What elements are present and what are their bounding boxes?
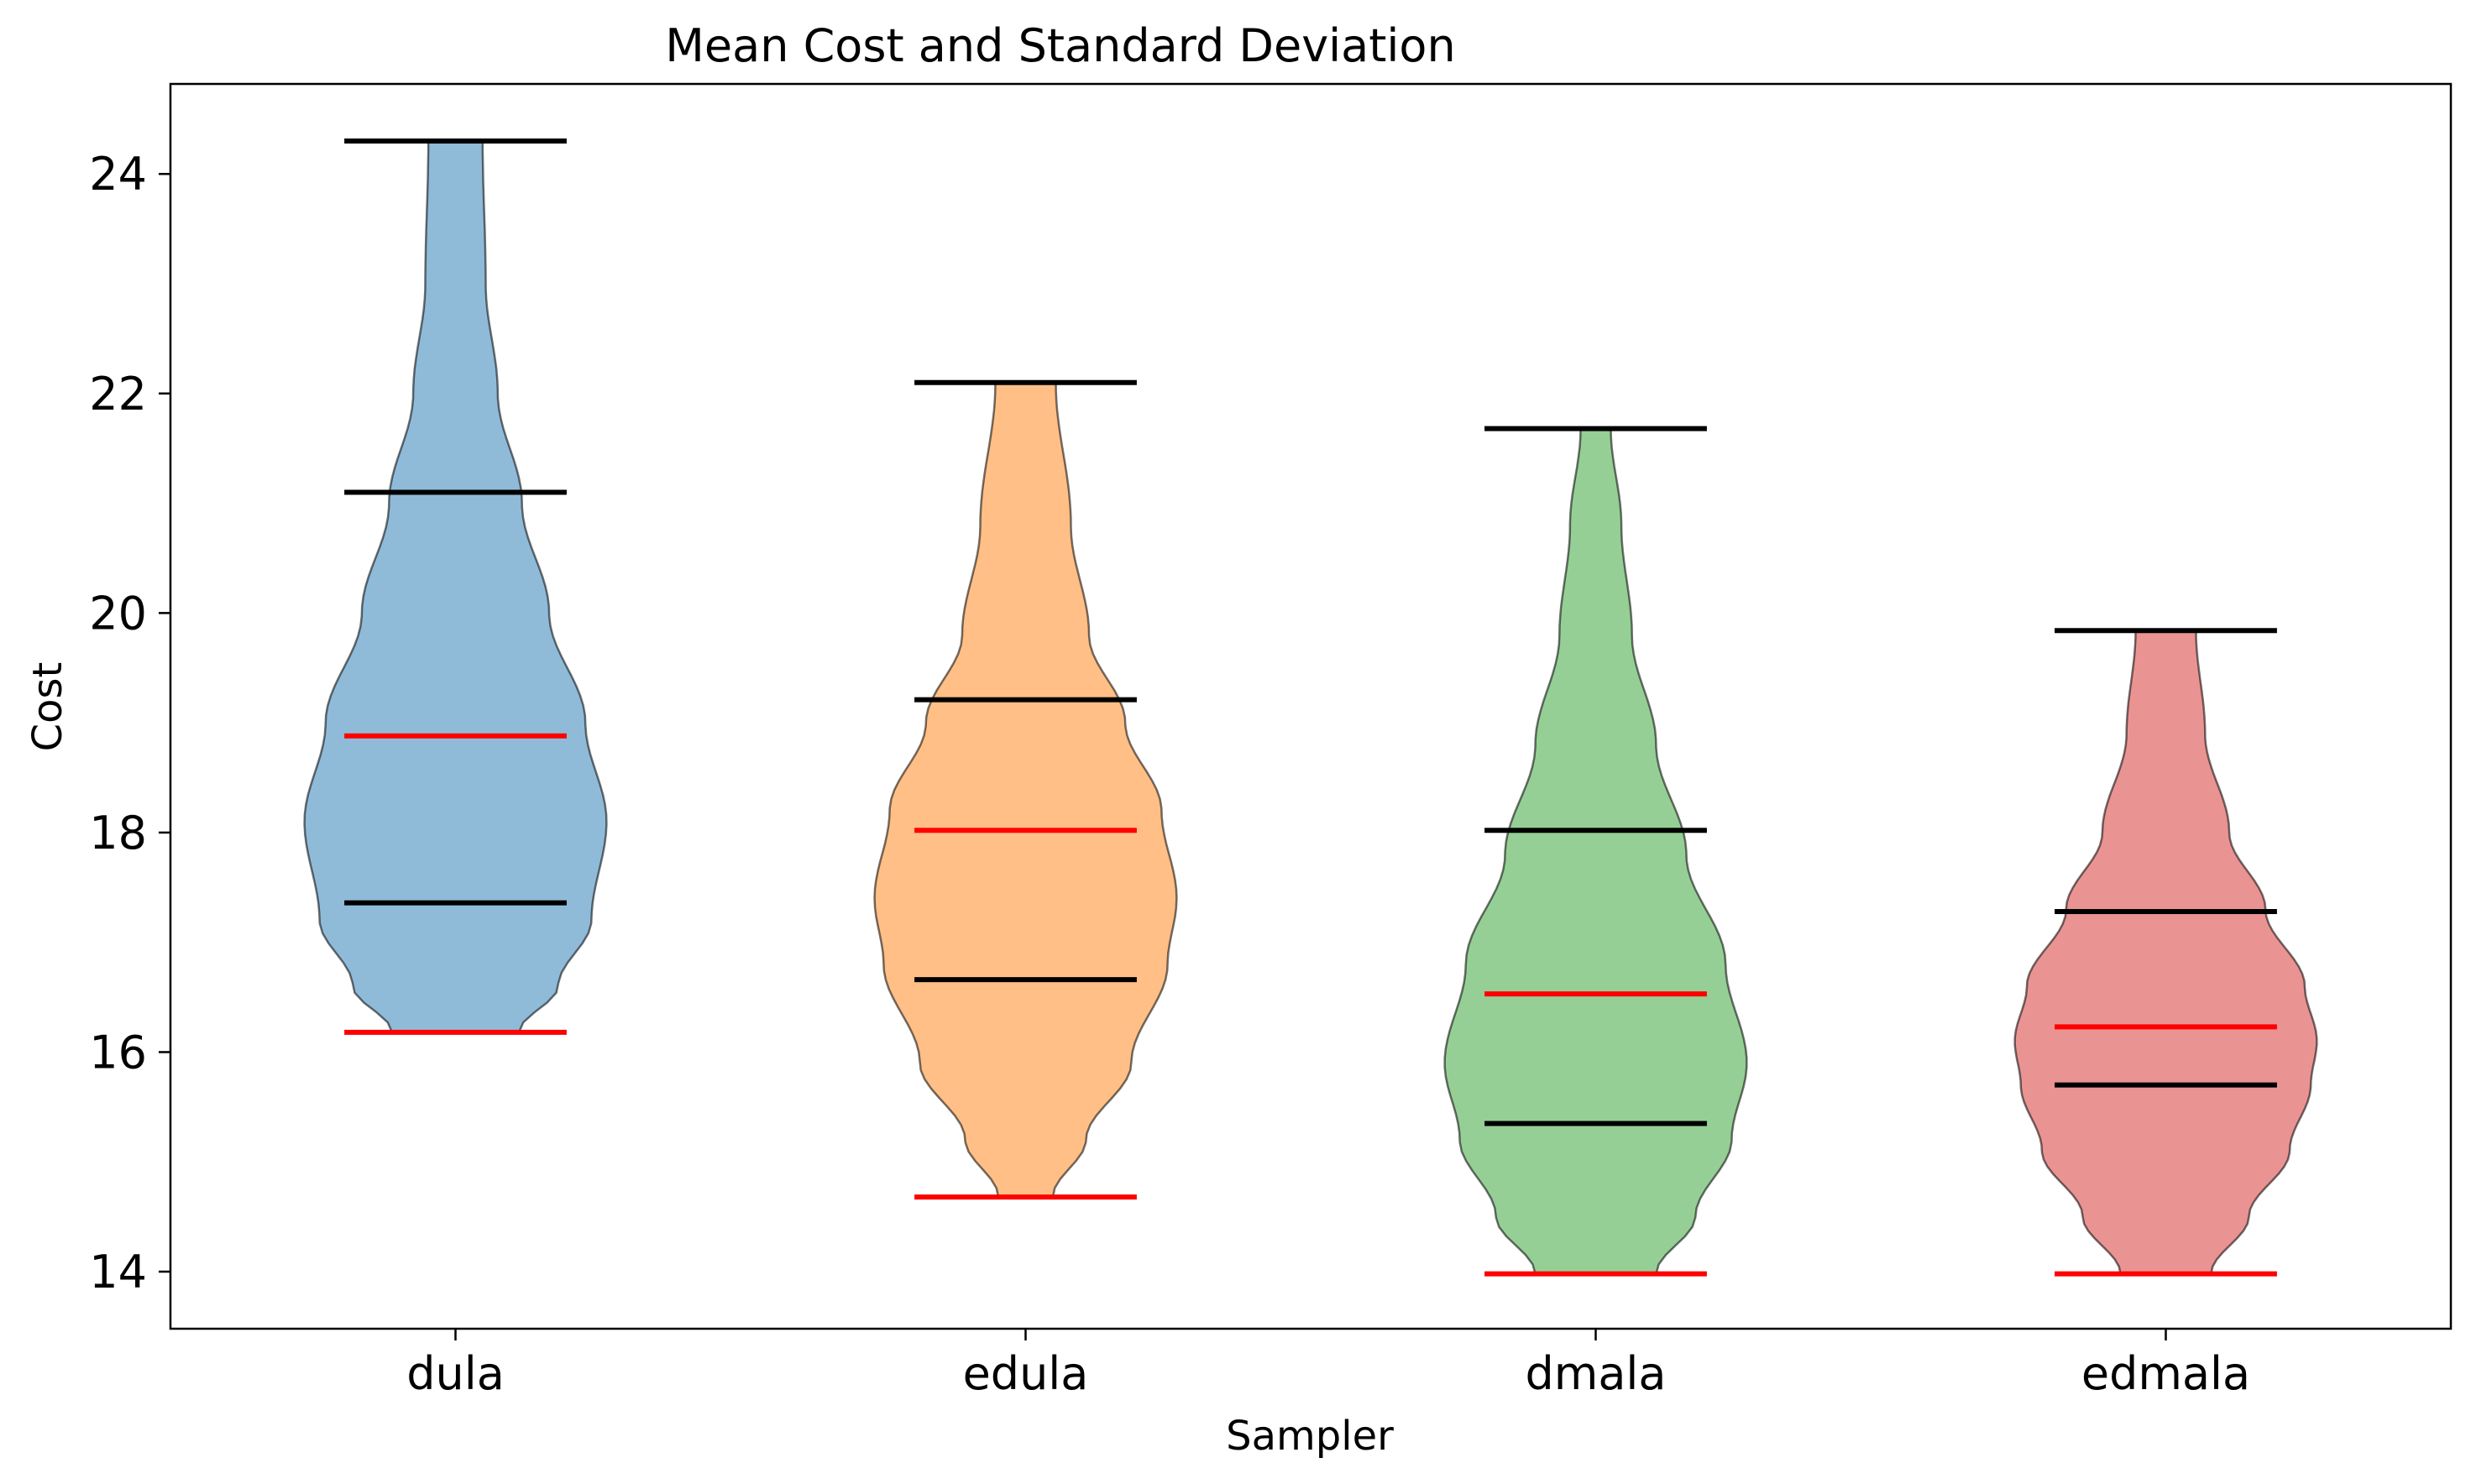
x-tick-label-dmala: dmala	[1525, 1347, 1666, 1400]
chart-title: Mean Cost and Standard Deviation	[665, 19, 1455, 72]
y-tick-label-22: 22	[89, 368, 147, 421]
x-axis-label: Sampler	[1226, 1413, 1394, 1460]
y-axis-label: Cost	[24, 662, 71, 752]
x-tick-label-edmala: edmala	[2081, 1347, 2250, 1400]
plot-area	[303, 138, 2318, 1277]
y-tick-label-24: 24	[89, 148, 147, 201]
y-tick-label-14: 14	[89, 1246, 147, 1298]
x-tick-label-dula: dula	[406, 1347, 505, 1400]
x-axis: dula edula dmala edmala	[406, 1329, 2250, 1400]
x-tick-label-edula: edula	[963, 1347, 1089, 1400]
y-tick-label-20: 20	[89, 587, 147, 640]
y-tick-label-18: 18	[89, 807, 147, 860]
plot-frame	[169, 82, 2453, 1330]
y-tick-label-16: 16	[89, 1026, 147, 1079]
y-axis: 14 16 18 20 22 24	[89, 148, 170, 1298]
